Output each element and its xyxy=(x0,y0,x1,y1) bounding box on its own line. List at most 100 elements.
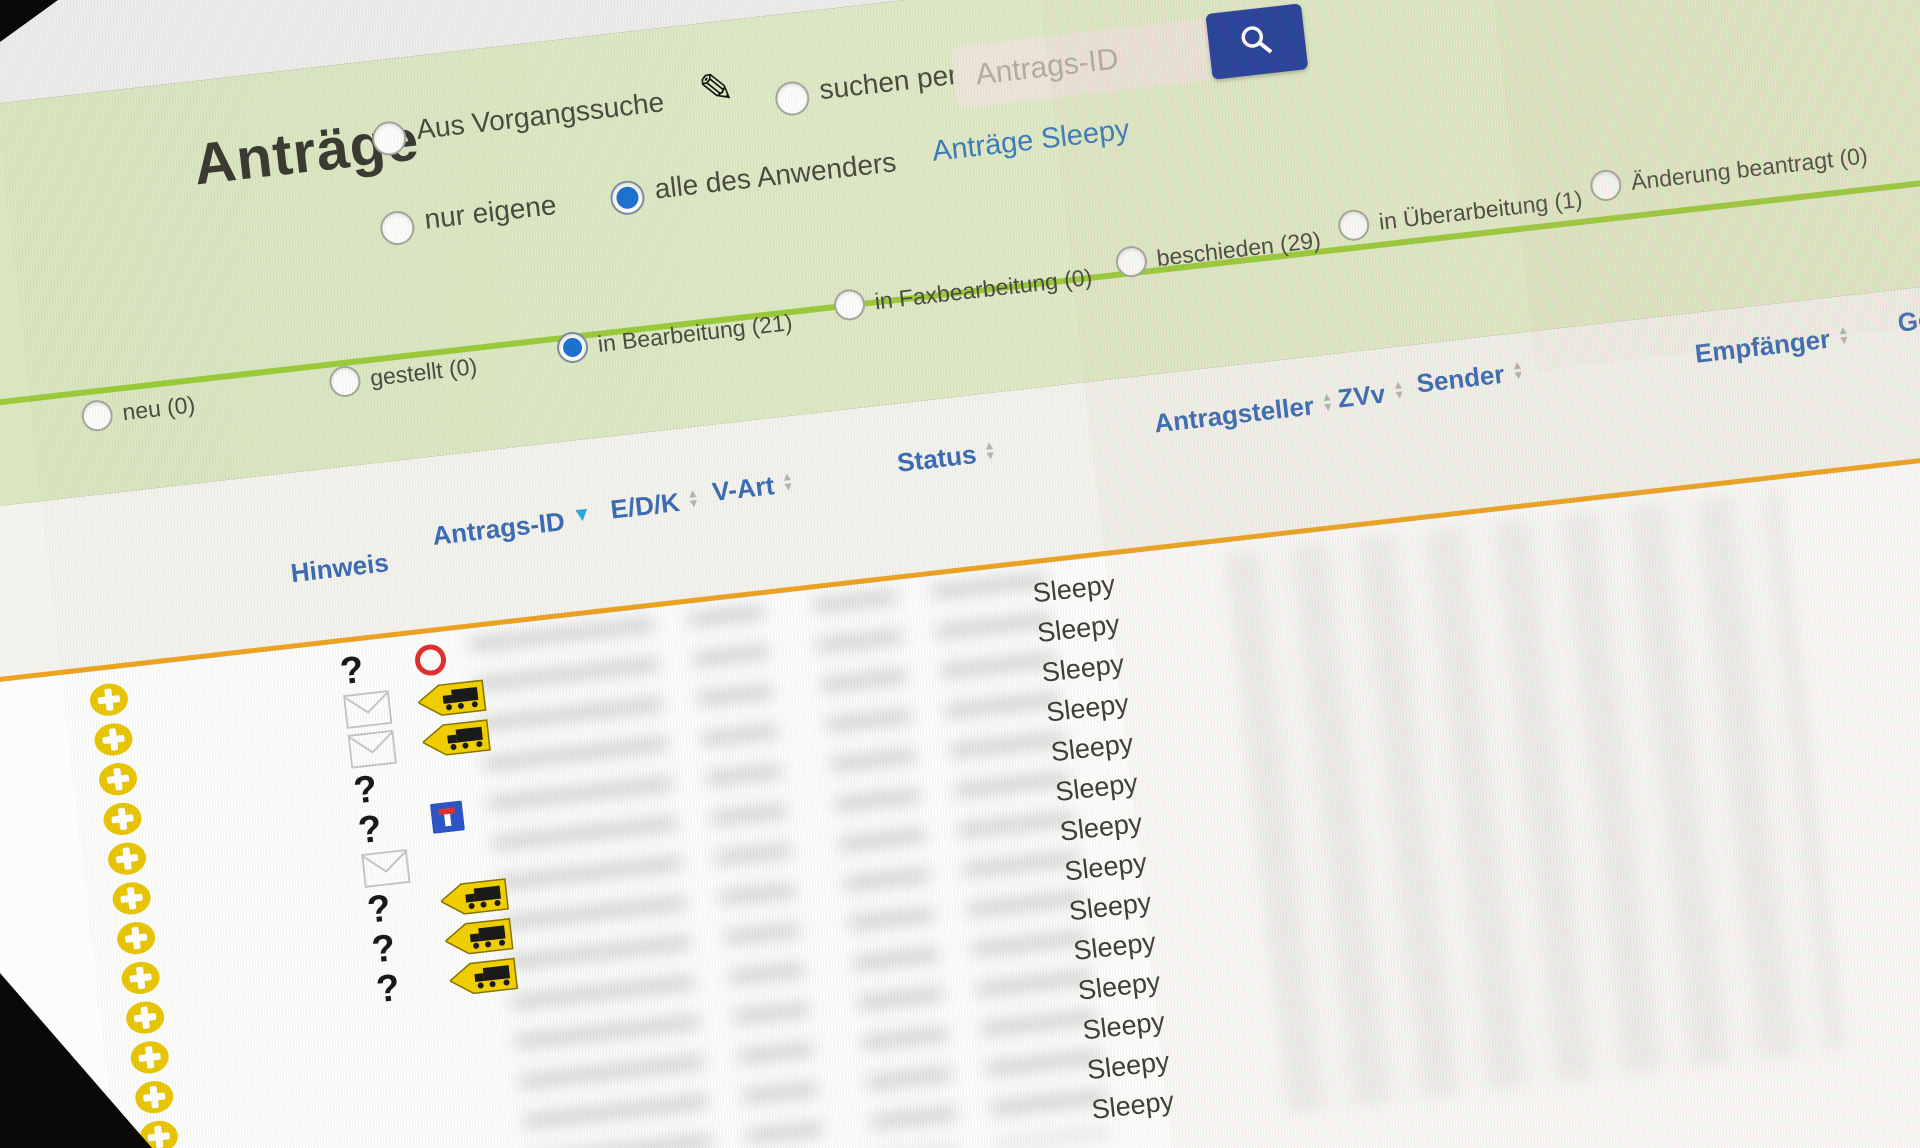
expand-row-button[interactable] xyxy=(105,840,149,883)
table-row[interactable]: ? Sleepy xyxy=(98,743,1920,1043)
column-header-label[interactable]: ZVv xyxy=(1336,378,1387,414)
truck-tag-icon[interactable] xyxy=(448,955,520,1003)
status-label[interactable]: in Überarbeitung (1) xyxy=(1377,185,1584,235)
status-radio-neu-0[interactable] xyxy=(80,398,115,433)
sort-toggle-icon[interactable]: ▲ ▼ xyxy=(1836,322,1851,348)
column-header-hinweis[interactable]: Hinweis xyxy=(289,547,390,589)
radio-nur-eigene-label[interactable]: nur eigene xyxy=(422,188,558,235)
envelope-icon[interactable] xyxy=(361,848,411,893)
column-header-label[interactable]: Empfänger xyxy=(1693,323,1832,369)
expand-row-button[interactable] xyxy=(123,998,167,1041)
truck-tag-icon[interactable] xyxy=(439,876,511,924)
truck-tag-icon[interactable] xyxy=(416,677,488,725)
column-header-zvv[interactable]: ZVv ▲ ▼ xyxy=(1336,376,1407,414)
expand-row-button[interactable] xyxy=(96,760,140,803)
radio-suchen-per-label[interactable]: suchen per xyxy=(817,58,959,106)
status-filter-in-berarbeitung-1[interactable]: in Überarbeitung (1) xyxy=(1336,184,1584,243)
column-header-label[interactable]: Sender xyxy=(1414,358,1506,399)
question-icon[interactable]: ? xyxy=(369,927,398,972)
sort-toggle-icon[interactable]: ▲ ▼ xyxy=(780,468,795,495)
radio-alle-des-anwenders-label[interactable]: alle des Anwenders xyxy=(652,146,898,205)
table-row[interactable]: ? Sleepy xyxy=(89,663,1920,963)
column-header-label[interactable]: Gese xyxy=(1896,300,1920,338)
column-header-label[interactable]: Status xyxy=(895,439,978,478)
expand-row-button[interactable] xyxy=(114,919,158,962)
status-label[interactable]: beschieden (29) xyxy=(1155,226,1323,272)
table-row[interactable]: ? Sleepy xyxy=(62,425,1920,725)
sort-toggle-icon[interactable]: ▲ ▼ xyxy=(1510,357,1526,383)
status-label[interactable]: gestellt (0) xyxy=(368,352,479,391)
status-label[interactable]: in Faxbearbeitung (0) xyxy=(873,263,1094,315)
column-header-antrags-id[interactable]: Antrags-ID ▼ xyxy=(431,503,594,552)
table-row[interactable]: ? Sleepy xyxy=(80,584,1920,884)
table-row[interactable]: Sleepy xyxy=(67,464,1920,764)
column-header-label[interactable]: Hinweis xyxy=(289,547,391,589)
column-header-label[interactable]: Antragsteller xyxy=(1152,390,1316,439)
search-input[interactable] xyxy=(950,13,1250,109)
expand-row-button[interactable] xyxy=(87,681,131,724)
expand-row-button[interactable] xyxy=(132,1078,176,1121)
radio-aus-vorgangssuche-label[interactable]: Aus Vorgangssuche xyxy=(414,86,666,146)
status-filter-in-faxbearbeitung-0[interactable]: in Faxbearbeitung (0) xyxy=(832,262,1093,322)
table-row[interactable]: Sleepy xyxy=(103,782,1920,1082)
sort-toggle-icon[interactable]: ▲ ▼ xyxy=(685,485,701,511)
question-icon[interactable]: ? xyxy=(351,768,380,813)
table-row[interactable]: Sleepy xyxy=(107,822,1920,1122)
column-header-sender[interactable]: Sender ▲ ▼ xyxy=(1415,357,1526,400)
status-label[interactable]: in Bearbeitung (21) xyxy=(596,309,794,357)
column-header-status[interactable]: Status ▲ ▼ xyxy=(896,437,998,479)
red-circle-icon[interactable] xyxy=(412,641,450,684)
column-header-v-art[interactable]: V-Art ▲ ▼ xyxy=(711,468,796,508)
column-header-label[interactable]: V-Art xyxy=(710,470,776,507)
column-header-label[interactable]: E/D/K xyxy=(608,486,682,525)
question-icon[interactable]: ? xyxy=(365,887,393,932)
status-radio-nderung-beantragt-0[interactable] xyxy=(1588,168,1624,203)
status-radio-gestellt-0[interactable] xyxy=(327,364,363,399)
status-filter-beschieden-29[interactable]: beschieden (29) xyxy=(1114,225,1322,279)
truck-tag-icon[interactable] xyxy=(421,717,493,765)
sort-toggle-icon[interactable]: ▲ ▼ xyxy=(1320,389,1335,415)
table-row[interactable]: Sleepy xyxy=(71,504,1920,804)
radio-alle-des-anwenders[interactable] xyxy=(608,178,647,217)
table-row[interactable]: Sleepy xyxy=(85,623,1920,923)
status-radio-in-faxbearbeitung-0[interactable] xyxy=(832,287,867,322)
column-header-empf-nger[interactable]: Empfänger ▲ ▼ xyxy=(1693,321,1851,369)
link-antraege-sleepy[interactable]: Anträge Sleepy xyxy=(930,113,1132,168)
expand-row-button[interactable] xyxy=(128,1038,172,1081)
column-header-antragsteller[interactable]: Antragsteller ▲ ▼ xyxy=(1153,388,1336,439)
envelope-icon[interactable] xyxy=(342,689,393,734)
radio-suchen-per[interactable] xyxy=(773,79,812,118)
expand-row-button[interactable] xyxy=(110,879,154,922)
column-header-label[interactable]: Antrags-ID xyxy=(430,506,567,551)
status-filter-in-bearbeitung-21[interactable]: in Bearbeitung (21) xyxy=(555,307,794,365)
column-header-e-d-k[interactable]: E/D/K ▲ ▼ xyxy=(609,485,701,526)
dead-end-sign-icon[interactable] xyxy=(430,800,466,838)
status-radio-beschieden-29[interactable] xyxy=(1114,244,1149,279)
expand-row-button[interactable] xyxy=(92,720,136,763)
radio-nur-eigene[interactable] xyxy=(378,209,417,247)
status-filter-neu-0[interactable]: neu (0) xyxy=(80,389,197,433)
expand-row-button[interactable] xyxy=(119,959,163,1002)
sort-toggle-icon[interactable]: ▲ ▼ xyxy=(1391,377,1407,403)
status-filter-nderung-beantragt-0[interactable]: Änderung beantragt (0) xyxy=(1588,140,1870,203)
status-radio-in-bearbeitung-21[interactable] xyxy=(555,330,590,365)
search-button[interactable] xyxy=(1205,3,1309,80)
question-icon[interactable]: ? xyxy=(374,966,403,1012)
antragsteller-cell: Sleepy xyxy=(1076,966,1162,1006)
sort-toggle-icon[interactable]: ▲ ▼ xyxy=(982,437,998,463)
expand-row-button[interactable] xyxy=(101,800,145,843)
envelope-icon[interactable] xyxy=(347,729,398,774)
status-radio-in-berarbeitung-1[interactable] xyxy=(1336,208,1371,243)
table-row[interactable]: ? Sleepy xyxy=(76,544,1920,844)
pencil-icon[interactable]: ✎ xyxy=(696,63,737,114)
sort-desc-icon[interactable]: ▼ xyxy=(570,502,593,528)
truck-tag-icon[interactable] xyxy=(443,916,515,964)
status-filter-gestellt-0[interactable]: gestellt (0) xyxy=(327,351,479,399)
status-label[interactable]: Änderung beantragt (0) xyxy=(1629,142,1869,195)
table-row[interactable]: ? Sleepy xyxy=(94,703,1920,1003)
column-header-gese[interactable]: Gese xyxy=(1896,301,1920,339)
question-icon[interactable]: ? xyxy=(356,807,384,853)
status-label[interactable]: neu (0) xyxy=(121,391,197,426)
question-icon[interactable]: ? xyxy=(337,648,366,694)
